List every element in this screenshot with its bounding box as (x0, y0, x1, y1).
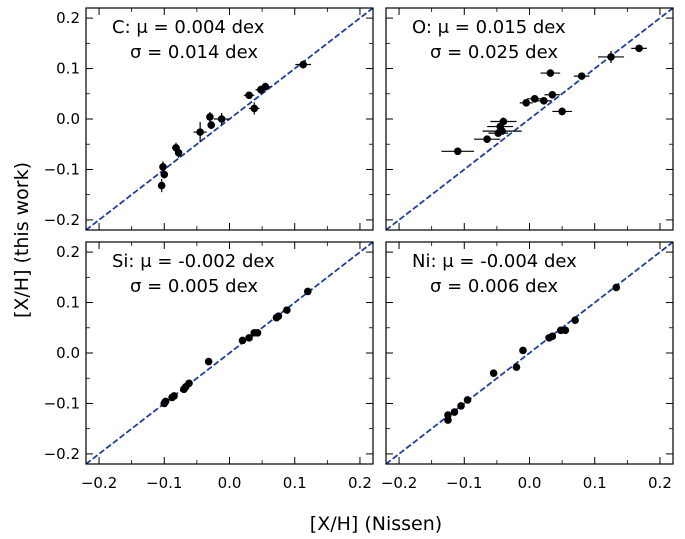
data-point (238, 336, 247, 345)
data-point (217, 115, 226, 123)
one-to-one-line (386, 242, 673, 464)
stat-mean-label: Ni: μ = -0.004 dex (412, 251, 577, 272)
x-tick-label: 0.0 (518, 474, 542, 492)
data-point (571, 316, 579, 325)
one-to-one-line (86, 242, 373, 464)
data-point (444, 411, 452, 419)
data-point (483, 135, 491, 143)
data-point (612, 283, 621, 292)
y-tick-label: 0.2 (56, 9, 80, 27)
data-point (498, 127, 506, 135)
data-point (635, 44, 643, 53)
stat-sigma-label: σ = 0.014 dex (130, 42, 258, 63)
data-point (185, 379, 193, 388)
y-tick-label: 0.2 (56, 243, 80, 261)
data-point (561, 326, 570, 335)
data-point (489, 369, 498, 377)
x-tick-label: 0.1 (583, 474, 607, 492)
x-tick-label: −0.1 (446, 474, 482, 492)
data-point (577, 72, 586, 80)
data-point (196, 128, 204, 136)
stat-mean-label: C: μ = 0.004 dex (112, 17, 265, 38)
x-axis-title: [X/H] (Nissen) (310, 513, 442, 535)
y-tick-label: 0.0 (56, 344, 80, 362)
panel-c: −0.2 −0.1 0.0 0.1 0.2 C: μ = 0.004 dex σ = 0.0… (44, 7, 374, 231)
data-point (548, 332, 557, 341)
x-tick-label: 0.0 (218, 474, 242, 492)
data-point (299, 60, 308, 69)
data-point (607, 53, 615, 61)
data-point (558, 107, 566, 116)
stat-sigma-label: σ = 0.005 dex (130, 276, 258, 297)
y-tick-label: 0.1 (56, 294, 80, 312)
stat-mean-label: O: μ = 0.015 dex (412, 17, 566, 38)
data-point (548, 90, 557, 99)
data-point (303, 287, 312, 296)
data-point (530, 95, 539, 103)
data-point (170, 392, 178, 400)
panel-ni: −0.2 −0.1 0.0 0.1 0.2 Ni: μ = -0.004 dex σ = 0… (381, 241, 674, 492)
data-point (250, 104, 259, 113)
panel-si: −0.2−0.2 −0.1 −0.1 0.0 0.0 0.1 0.1 0.2 0.2 Si: μ … (44, 241, 374, 492)
stat-mean-label: Si: μ = -0.002 dex (112, 251, 275, 272)
x-tick-label: 0.2 (348, 474, 372, 492)
data-point (207, 121, 216, 129)
x-tick-label: 0.2 (648, 474, 672, 492)
data-point (283, 306, 291, 314)
axes-frame (85, 241, 374, 465)
x-tick-label: −0.2 (81, 474, 117, 492)
data-point (253, 329, 262, 337)
axes-frame (385, 7, 674, 231)
x-tick-label: 0.1 (283, 474, 307, 492)
x-tick-label: −0.2 (381, 474, 417, 492)
y-tick-label: 0.1 (56, 60, 80, 78)
y-tick-label: −0.1 (44, 394, 80, 412)
data-point (453, 147, 462, 156)
data-point (274, 312, 283, 320)
y-tick-label: −0.2 (44, 211, 80, 229)
panel-o: O: μ = 0.015 dex σ = 0.025 dex (385, 7, 674, 231)
data-point (204, 357, 213, 366)
data-point (159, 163, 167, 171)
y-axis-title: [X/H] (this work) (11, 162, 33, 318)
data-point (519, 346, 527, 355)
data-point (540, 97, 548, 105)
data-point (174, 149, 183, 157)
data-point (457, 402, 465, 410)
x-tick-label: −0.1 (146, 474, 182, 492)
data-point (450, 408, 459, 416)
one-to-one-line (386, 8, 673, 230)
axes-frame (385, 241, 674, 465)
y-tick-label: −0.2 (44, 445, 80, 463)
stat-sigma-label: σ = 0.006 dex (430, 276, 558, 297)
data-point (157, 181, 166, 190)
axes-frame (85, 7, 374, 231)
data-point (245, 91, 253, 100)
data-point (546, 69, 555, 77)
data-point (512, 363, 521, 371)
y-tick-label: −0.1 (44, 160, 80, 178)
data-point (463, 396, 472, 404)
data-point (160, 170, 169, 179)
data-point (245, 334, 253, 342)
data-point (161, 397, 170, 406)
data-point (206, 113, 214, 121)
data-point (522, 99, 531, 107)
y-tick-label: 0.0 (56, 110, 80, 128)
data-point (261, 82, 270, 91)
data-point (499, 117, 508, 126)
stat-sigma-label: σ = 0.025 dex (430, 42, 558, 63)
